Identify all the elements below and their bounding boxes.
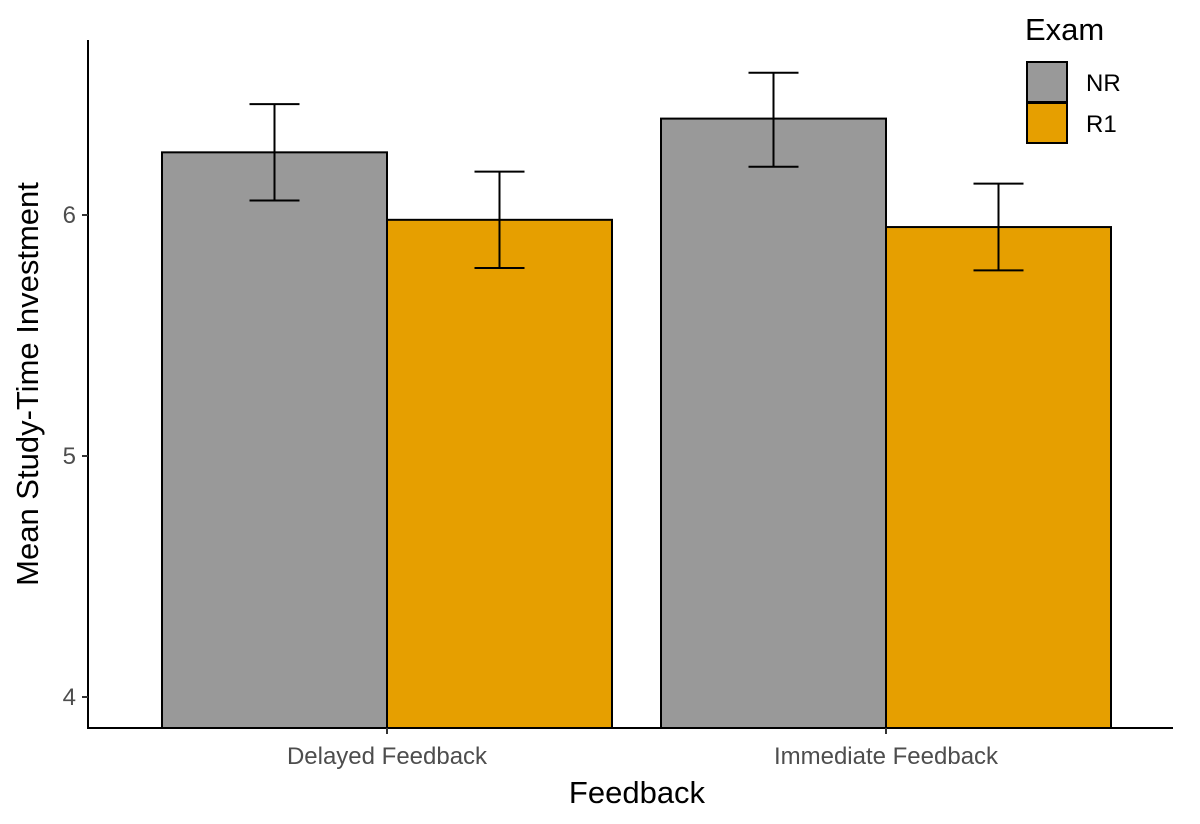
legend-title: Exam [1025, 12, 1104, 47]
bar-r1-0 [386, 218, 613, 729]
bar-r1-1 [885, 226, 1112, 730]
error-bar-nr-0 [249, 103, 300, 202]
bar-nr-0 [161, 151, 388, 729]
y-axis-label: Mean Study-Time Investment [10, 182, 45, 586]
legend: Exam NR R1 [1025, 12, 1121, 144]
x-ticks: Delayed Feedback Immediate Feedback [287, 728, 999, 770]
error-bar-r1-0 [474, 170, 525, 270]
legend-swatch-nr [1026, 61, 1068, 103]
y-tick-label: 6 [63, 202, 76, 229]
legend-swatch-r1 [1026, 102, 1068, 144]
y-ticks: 4 5 6 [63, 202, 88, 711]
legend-label-nr: NR [1086, 70, 1121, 97]
x-tick-label: Delayed Feedback [287, 743, 488, 770]
error-bar-r1-1 [973, 182, 1024, 272]
legend-label-r1: R1 [1086, 111, 1117, 138]
bars-layer [161, 117, 1112, 730]
x-axis-label: Feedback [569, 775, 706, 810]
x-tick-label: Immediate Feedback [774, 743, 999, 770]
error-bars-layer [249, 71, 1024, 272]
y-tick-label: 5 [63, 443, 76, 470]
bar-nr-1 [660, 117, 887, 730]
y-tick-label: 4 [63, 684, 76, 711]
error-bar-nr-1 [748, 71, 799, 168]
